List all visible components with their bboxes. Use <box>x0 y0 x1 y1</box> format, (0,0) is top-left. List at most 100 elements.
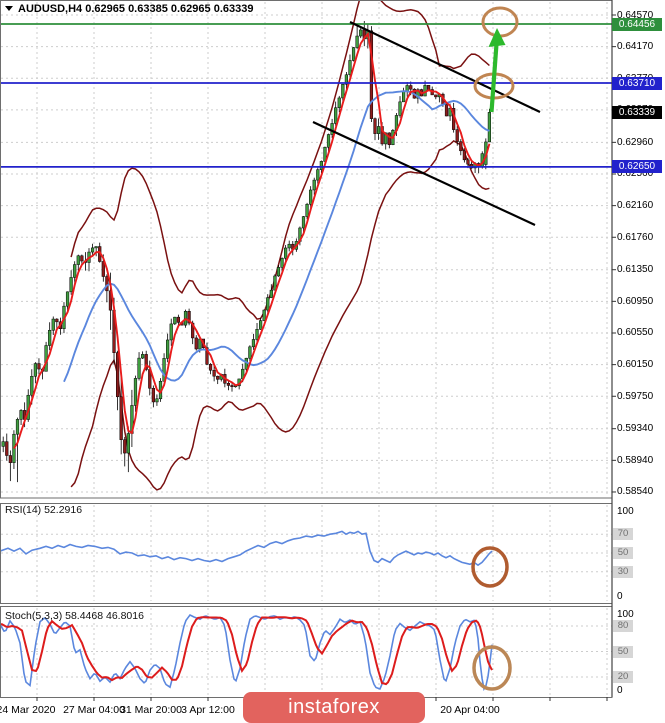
candlesticks <box>1 20 491 483</box>
candle-bear <box>208 364 213 371</box>
candle-bear <box>205 347 209 365</box>
rsi-line <box>1 530 493 567</box>
stoch-level-badge: 20 <box>613 671 633 683</box>
candle-bull <box>312 179 316 191</box>
candle-bull <box>173 316 177 325</box>
candle-bull <box>355 35 359 48</box>
rsi-level-label: 0 <box>617 590 623 602</box>
candle-bull <box>133 378 138 406</box>
rsi-ellipse-annotation[interactable] <box>471 546 509 588</box>
price-line-badge: 0.62650 <box>612 160 662 174</box>
candle-bull <box>351 47 356 61</box>
candle-bull <box>276 267 281 277</box>
candle-bear <box>187 311 191 324</box>
time-axis-label: 3 Apr 12:00 <box>181 704 235 716</box>
candle-bear <box>80 255 84 262</box>
up-arrow-shaft[interactable] <box>489 43 499 113</box>
symbol-dropdown-icon[interactable] <box>5 6 13 11</box>
ma-fast-line[interactable] <box>13 31 491 450</box>
price-axis-label: 0.60550 <box>617 327 654 339</box>
candle-bear <box>466 159 470 165</box>
price-axis-label: 0.62560 <box>617 168 654 180</box>
instaforex-watermark: instaforex <box>243 692 425 723</box>
candle-bull <box>262 309 266 321</box>
price-axis-label: 0.60150 <box>617 359 654 371</box>
candle-bull <box>30 376 34 396</box>
main-plot-layer <box>1 0 491 491</box>
candle-bear <box>144 354 148 370</box>
candle-bull <box>248 346 252 359</box>
candle-bear <box>101 261 105 277</box>
candle-bull <box>359 29 363 37</box>
candle-bull <box>326 134 331 148</box>
up-arrow-head[interactable] <box>488 28 506 47</box>
candle-bull <box>316 169 320 181</box>
candle-bear <box>151 387 155 403</box>
stoch-plot-layer <box>1 613 493 692</box>
candle-bear <box>123 439 127 454</box>
candle-bear <box>409 85 413 90</box>
candle-bear <box>216 375 220 380</box>
trendline-1[interactable] <box>349 21 541 113</box>
candle-bull <box>166 339 170 359</box>
stoch-title: Stoch(5,3,3) 58.4468 46.8016 <box>5 610 144 622</box>
candle-bear <box>369 30 374 119</box>
stoch-level-badge: 50 <box>613 645 633 658</box>
price-axis-label: 0.62160 <box>617 200 654 212</box>
stoch-d-line <box>1 616 493 686</box>
ma-slow-line[interactable] <box>63 90 490 383</box>
candle-bear <box>387 132 391 145</box>
price-axis-label: 0.60950 <box>617 295 654 307</box>
candle-bull <box>448 108 452 117</box>
candle-bear <box>116 352 120 398</box>
candle-bull <box>284 247 288 259</box>
watermark-text: instaforex <box>288 696 380 718</box>
candle-bear <box>176 316 180 323</box>
rsi-title: RSI(14) 52.2916 <box>5 504 83 516</box>
main-chart-plot[interactable] <box>1 1 611 497</box>
candle-bull <box>255 329 259 340</box>
rsi-level-badge: 70 <box>613 528 633 541</box>
bollinger-lower-band[interactable] <box>70 139 490 491</box>
candle-bull <box>334 107 338 124</box>
stoch-level-badge: 80 <box>613 620 633 632</box>
candle-bull <box>487 112 491 143</box>
candle-bull <box>65 291 70 307</box>
price-axis-label: 0.58540 <box>617 486 654 498</box>
candle-bull <box>76 255 80 265</box>
candle-bull <box>398 101 402 116</box>
candle-bear <box>119 396 123 440</box>
candle-bull <box>155 398 159 403</box>
stoch-ellipse-annotation[interactable] <box>472 645 512 691</box>
candle-bear <box>459 141 463 152</box>
symbol-title: AUDUSD,H4 0.62965 0.63385 0.62965 0.6333… <box>5 3 253 15</box>
price-axis-label: 0.58940 <box>617 454 654 466</box>
symbol-name: AUDUSD,H4 <box>18 3 83 15</box>
candle-bull <box>273 275 277 291</box>
candle-bear <box>105 276 109 292</box>
bollinger-upper-band[interactable] <box>70 0 490 320</box>
price-axis-label: 0.59750 <box>617 390 654 402</box>
stoch-level-label: 0 <box>617 684 623 696</box>
candle-bull <box>141 354 145 359</box>
candle-bull <box>73 264 77 278</box>
symbol-quotes: 0.62965 0.63385 0.62965 0.63339 <box>85 3 254 15</box>
price-axis-label: 0.61760 <box>617 231 654 243</box>
candle-bull <box>341 83 345 99</box>
trendline-2[interactable] <box>312 121 536 226</box>
candle-bear <box>226 383 231 386</box>
candle-bull <box>330 123 334 135</box>
candle-bear <box>37 363 41 370</box>
candle-bear <box>462 150 466 161</box>
candle-bull <box>137 357 141 379</box>
price-axis-label: 0.62960 <box>617 136 654 148</box>
candle-bull <box>309 189 313 205</box>
time-axis-label: 31 Mar 20:00 <box>120 704 182 716</box>
candle-bull <box>169 323 173 341</box>
price-line-badge: 0.64456 <box>612 17 662 31</box>
price-axis-label: 0.59340 <box>617 423 654 435</box>
candle-bear <box>434 94 438 98</box>
candle-bear <box>108 290 113 311</box>
candle-bull <box>126 433 130 454</box>
